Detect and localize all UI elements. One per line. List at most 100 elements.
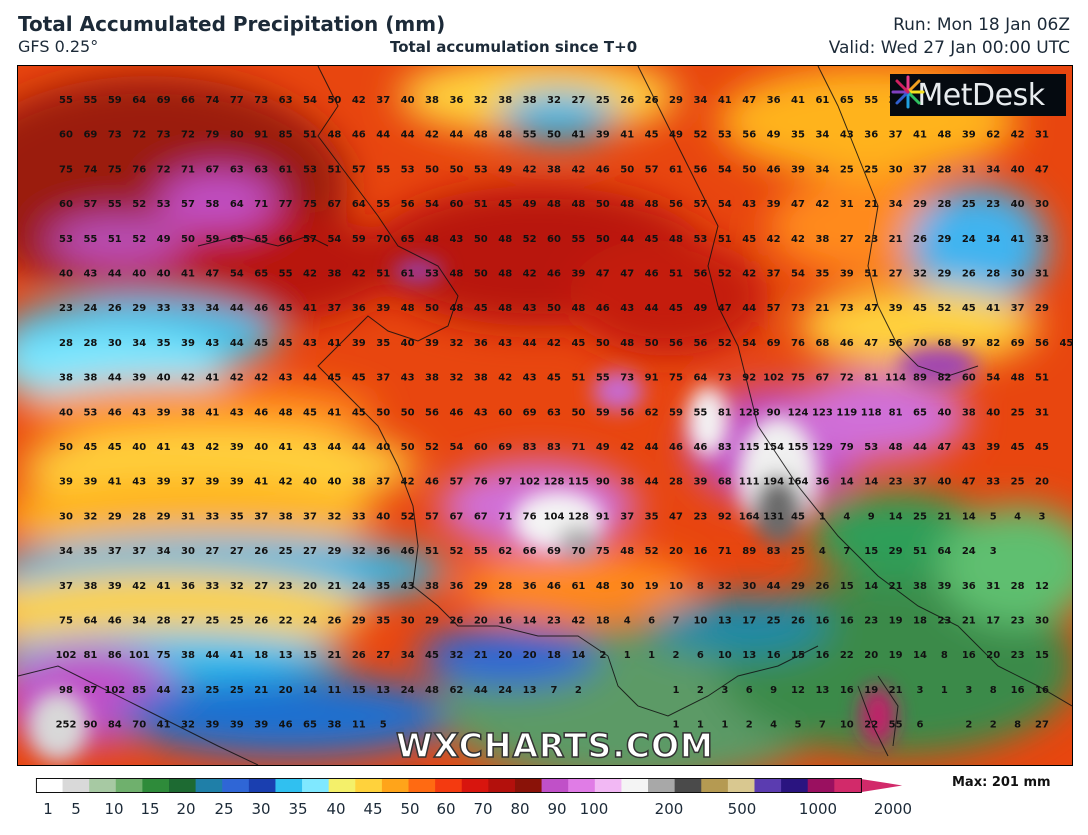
grid-value: 57 xyxy=(83,199,97,210)
grid-value: 29 xyxy=(132,303,146,314)
grid-value: 13 xyxy=(718,616,732,627)
grid-value: 33 xyxy=(181,303,195,314)
color-scale-swatch xyxy=(328,778,356,793)
metdesk-logo[interactable]: MetDesk xyxy=(890,74,1066,116)
grid-value: 55 xyxy=(279,269,293,280)
grid-value: 104 xyxy=(544,511,565,522)
grid-value: 14 xyxy=(889,511,903,522)
grid-value: 30 xyxy=(620,581,634,592)
grid-value: 42 xyxy=(254,373,268,384)
grid-value: 51 xyxy=(571,373,585,384)
grid-value: 36 xyxy=(352,303,366,314)
grid-value: 47 xyxy=(1035,164,1049,175)
grid-value: 69 xyxy=(157,95,171,106)
grid-value: 75 xyxy=(303,199,317,210)
grid-value: 194 xyxy=(763,477,784,488)
grid-value: 20 xyxy=(986,650,1000,661)
precipitation-map[interactable]: 55 55 59 64 69 66 74 77 73 63 54 50 42 37 40 38 36 32 38 38… xyxy=(17,65,1073,766)
grid-value: 48 xyxy=(669,234,683,245)
grid-value: 46 xyxy=(352,130,366,141)
grid-value: 75 xyxy=(669,373,683,384)
grid-value: 39 xyxy=(157,407,171,418)
grid-value: 48 xyxy=(645,199,659,210)
color-scale-swatch xyxy=(381,778,409,793)
color-scale-tick-label: 70 xyxy=(473,800,493,818)
grid-value: 29 xyxy=(157,511,171,522)
grid-value: 43 xyxy=(181,442,195,453)
grid-value: 23 xyxy=(547,616,561,627)
grid-value: 41 xyxy=(157,442,171,453)
grid-value: 76 xyxy=(132,164,146,175)
grid-value: 57 xyxy=(767,303,781,314)
grid-value: 48 xyxy=(889,442,903,453)
grid-value: 90 xyxy=(83,720,97,731)
grid-value: 75 xyxy=(791,373,805,384)
valid-time: Valid: Wed 27 Jan 00:00 UTC xyxy=(828,38,1070,58)
grid-value: 91 xyxy=(254,130,268,141)
grid-value: 55 xyxy=(83,95,97,106)
grid-value: 14 xyxy=(864,477,878,488)
grid-value: 42 xyxy=(523,269,537,280)
grid-value: 45 xyxy=(669,303,683,314)
grid-value: 86 xyxy=(108,650,122,661)
grid-value: 46 xyxy=(547,269,561,280)
grid-value: 41 xyxy=(571,130,585,141)
grid-value: 60 xyxy=(474,442,488,453)
grid-value: 47 xyxy=(669,511,683,522)
grid-value: 76 xyxy=(474,477,488,488)
grid-value: 28 xyxy=(132,511,146,522)
grid-value: 25 xyxy=(279,546,293,557)
grid-value: 44 xyxy=(230,338,244,349)
grid-value: 30 xyxy=(742,581,756,592)
grid-value: 32 xyxy=(474,95,488,106)
color-scale-swatch xyxy=(62,778,90,793)
grid-value: 3 xyxy=(1039,511,1046,522)
grid-value: 52 xyxy=(718,269,732,280)
grid-value: 39 xyxy=(840,269,854,280)
grid-value: 16 xyxy=(498,616,512,627)
grid-value: 36 xyxy=(449,581,463,592)
grid-value: 2 xyxy=(575,685,582,696)
grid-value: 32 xyxy=(913,269,927,280)
grid-value: 21 xyxy=(889,685,903,696)
grid-value: 49 xyxy=(523,199,537,210)
grid-value: 32 xyxy=(547,95,561,106)
color-scale-swatch xyxy=(754,778,782,793)
color-scale-swatch xyxy=(355,778,383,793)
grid-value: 39 xyxy=(205,720,219,731)
grid-value: 60 xyxy=(547,234,561,245)
grid-value: 3 xyxy=(721,685,728,696)
grid-value: 26 xyxy=(913,234,927,245)
grid-value: 17 xyxy=(986,616,1000,627)
grid-value: 39 xyxy=(425,338,439,349)
grid-value: 37 xyxy=(59,581,73,592)
grid-value: 32 xyxy=(352,546,366,557)
grid-value: 41 xyxy=(279,442,293,453)
grid-value: 75 xyxy=(157,650,171,661)
grid-value: 84 xyxy=(108,720,122,731)
grid-value: 45 xyxy=(474,303,488,314)
chart-subtitle: Total accumulation since T+0 xyxy=(390,38,638,56)
grid-value: 34 xyxy=(59,546,73,557)
grid-value: 6 xyxy=(697,650,704,661)
grid-value: 45 xyxy=(645,234,659,245)
grid-value: 44 xyxy=(376,130,390,141)
grid-value: 40 xyxy=(132,269,146,280)
grid-value: 30 xyxy=(1035,199,1049,210)
grid-value: 34 xyxy=(401,650,415,661)
grid-value: 42 xyxy=(791,234,805,245)
grid-value: 43 xyxy=(279,373,293,384)
grid-value: 57 xyxy=(425,511,439,522)
grid-value: 34 xyxy=(815,164,829,175)
grid-value: 42 xyxy=(523,164,537,175)
grid-value: 45 xyxy=(645,130,659,141)
grid-value: 20 xyxy=(864,650,878,661)
grid-value: 51 xyxy=(718,234,732,245)
grid-value: 20 xyxy=(474,616,488,627)
grid-value: 42 xyxy=(742,269,756,280)
grid-value: 28 xyxy=(1011,581,1025,592)
grid-value: 41 xyxy=(230,650,244,661)
grid-value: 90 xyxy=(767,407,781,418)
grid-value: 14 xyxy=(523,616,537,627)
grid-value: 252 xyxy=(56,720,77,731)
